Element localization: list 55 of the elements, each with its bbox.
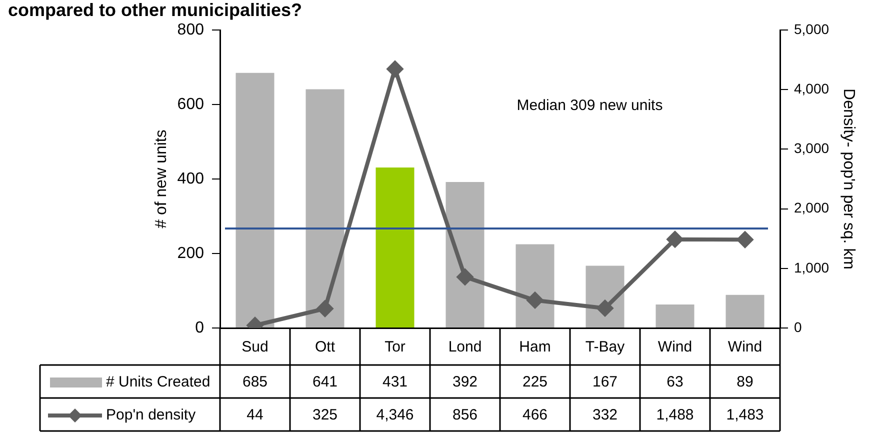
data-label: 332 — [592, 406, 618, 424]
point — [597, 300, 613, 316]
y2-tick-label: 3,000 — [794, 140, 830, 156]
point — [737, 232, 753, 248]
data-label: 44 — [246, 406, 264, 424]
point — [527, 292, 543, 308]
y2-tick-label: 2,000 — [794, 200, 830, 216]
x-tick-label: Ott — [314, 338, 336, 356]
y-tick-label: 200 — [177, 244, 204, 262]
data-label: 1,488 — [656, 406, 694, 424]
y-tick-label: 800 — [177, 21, 204, 38]
data-label: 392 — [452, 374, 478, 391]
data-label: 685 — [242, 374, 268, 391]
y-tick-label: 600 — [177, 96, 204, 113]
y-tick-label: 400 — [177, 170, 204, 188]
bar — [516, 244, 554, 328]
bar — [446, 182, 484, 328]
y-axis-title: # of new units — [153, 130, 170, 228]
bar — [376, 167, 414, 328]
x-tick-label: Tor — [384, 338, 406, 356]
data-label: 431 — [382, 374, 408, 391]
data-label: 225 — [522, 374, 548, 391]
x-tick-label: Wind — [658, 338, 692, 356]
x-tick-label: Wind — [728, 338, 762, 356]
data-label: 89 — [736, 374, 754, 391]
point — [317, 300, 333, 317]
data-label: 1,483 — [726, 406, 764, 424]
y2-tick-label: 4,000 — [794, 80, 830, 96]
annotation: Median 309 new units — [516, 97, 663, 114]
point — [387, 60, 403, 77]
y2-tick-label: 1,000 — [794, 259, 830, 276]
bar — [236, 72, 274, 328]
point — [667, 231, 683, 248]
data-label: 167 — [592, 374, 618, 391]
data-label: 466 — [522, 406, 548, 424]
data-label: 641 — [312, 374, 338, 391]
y-tick-label: 0 — [195, 319, 204, 336]
point — [457, 268, 473, 285]
data-label: 4,346 — [376, 406, 414, 424]
y2-tick-label: 5,000 — [794, 20, 830, 37]
x-tick-label: Ham — [519, 338, 551, 356]
data-label: 325 — [312, 406, 338, 424]
legend-label: Pop'n density — [106, 406, 196, 424]
data-label: 856 — [452, 406, 478, 424]
legend-label: # Units Created — [106, 374, 210, 391]
bar — [656, 304, 694, 328]
y2-tick-label: 0 — [794, 318, 802, 335]
bar — [726, 294, 764, 328]
x-tick-label: T-Bay — [585, 338, 626, 356]
chart-title: compared to other municipalities? — [8, 0, 302, 20]
bar — [306, 89, 344, 328]
x-tick-label: Sud — [242, 338, 268, 356]
x-tick-label: Lond — [448, 338, 482, 356]
y2-axis-title: Density- pop'n per sq. km — [840, 88, 857, 270]
data-label: 63 — [666, 374, 684, 391]
